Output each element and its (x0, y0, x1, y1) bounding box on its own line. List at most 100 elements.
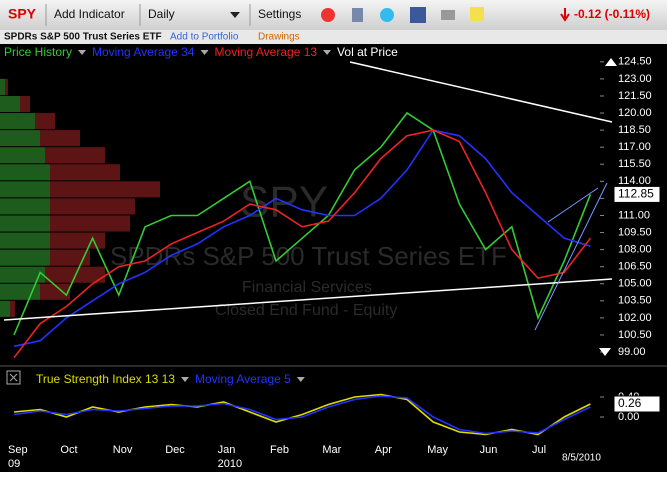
vap-down-bar (50, 164, 120, 181)
chart-area (0, 44, 667, 472)
legend-dropdown[interactable] (323, 50, 332, 55)
series-line (13, 111, 592, 336)
facebook-icon[interactable] (410, 7, 426, 23)
y-tick-label: 121.50 (618, 90, 652, 102)
price-panel: 99.00 100.50 102.00 103.50 105.00 106.50 108.0… (4, 45, 661, 359)
legend-dropdown[interactable] (180, 377, 189, 382)
vap-up-bar (0, 78, 5, 95)
vap-down-bar (50, 198, 135, 215)
legend-entry[interactable]: True Strength Index 13 13 (36, 372, 175, 386)
y-tick-label: 103.50 (618, 295, 652, 307)
trend-line (547, 187, 599, 223)
legend-dropdown[interactable] (78, 50, 87, 55)
subheader (0, 30, 667, 44)
legend-dropdown[interactable] (200, 50, 209, 55)
last-value-label: 112.85 (618, 187, 654, 201)
twitter-icon[interactable] (380, 8, 394, 22)
vap-down-bar (40, 283, 70, 300)
x-tick-label: Oct (60, 444, 77, 456)
add-indicator[interactable]: Add Indicator (54, 7, 125, 21)
y-tick-label: 0.00 (618, 411, 639, 423)
drawings[interactable]: Drawings (258, 32, 300, 43)
vap-up-bar (0, 181, 50, 198)
y-tick-label: 105.00 (618, 278, 652, 290)
note-icon[interactable] (470, 7, 484, 21)
vap-up-bar (0, 232, 50, 249)
settings[interactable]: Settings (258, 7, 301, 21)
vap-up-bar (0, 147, 45, 164)
x-tick-label: May (427, 444, 448, 456)
camera-icon[interactable] (441, 10, 455, 20)
alarm-icon[interactable] (321, 8, 335, 22)
down-arrow (560, 8, 570, 22)
y-tick-label: 115.50 (618, 158, 651, 170)
vap-up-bar (0, 300, 10, 317)
vap-down-bar (40, 130, 80, 147)
y-tick-label: 106.50 (618, 261, 652, 273)
vap-up-bar (0, 266, 45, 283)
date-stamp: 8/5/2010 (562, 453, 601, 464)
last-value-label: 0.26 (618, 396, 642, 410)
vap-up-bar (0, 198, 50, 215)
trend-line (349, 61, 613, 123)
legend-entry[interactable]: Moving Average 34 (92, 45, 195, 59)
vap-down-bar (50, 232, 105, 249)
legend-entry[interactable]: Price History (4, 45, 72, 59)
x-tick-label: Dec (165, 444, 185, 456)
vap-down-bar (50, 181, 160, 198)
x-tick-label: Nov (113, 444, 133, 456)
y-tick-label: 108.00 (618, 244, 652, 256)
x-tick-label: Apr (375, 444, 392, 456)
trend-line (3, 278, 613, 321)
db-icon[interactable] (352, 8, 363, 22)
dropdown-arrow[interactable] (230, 12, 240, 18)
vap-up-bar (0, 215, 50, 232)
vap-up-bar (0, 113, 35, 130)
legend-dropdown[interactable] (296, 377, 305, 382)
add-to-portfolio[interactable]: Add to Portfolio (170, 32, 239, 43)
price-change: -0.12 (-0.11%) (574, 7, 650, 21)
symbol[interactable]: SPY (8, 6, 37, 22)
close-panel[interactable] (6, 370, 21, 385)
vap-down-bar (5, 78, 8, 95)
instrument-name: SPDRs S&P 500 Trust Series ETF (4, 32, 162, 43)
y-tick-label: 124.50 (618, 56, 652, 68)
scroll-down[interactable] (599, 348, 611, 356)
y-tick-label: 120.00 (618, 107, 652, 119)
series-line (13, 129, 591, 348)
y-tick-label: 102.00 (618, 312, 652, 324)
y-tick-label: 123.00 (618, 73, 652, 85)
vap-up-bar (0, 164, 50, 181)
vap-down-bar (20, 95, 30, 113)
vap-down-bar (50, 249, 90, 266)
scroll-up[interactable] (605, 58, 617, 66)
x-year-label: 09 (8, 458, 20, 470)
x-tick-label: Jan (218, 444, 236, 456)
y-tick-label: 111.00 (618, 209, 650, 221)
watermark-name: SPDRs S&P 500 Trust Series ETF (110, 241, 507, 271)
close-icon[interactable] (9, 373, 18, 382)
vap-down-bar (10, 300, 15, 317)
y-tick-label: 117.00 (618, 141, 651, 153)
x-tick-label: Mar (322, 444, 341, 456)
vap-down-bar (35, 113, 55, 130)
y-tick-label: 99.00 (618, 346, 646, 358)
watermark-sector: Financial Services (242, 279, 372, 296)
legend-entry[interactable]: Vol at Price (337, 45, 398, 59)
trend-line (534, 182, 608, 331)
vap-up-bar (0, 95, 20, 113)
interval[interactable]: Daily (148, 7, 175, 21)
vap-down-bar (45, 147, 105, 164)
vap-up-bar (0, 130, 40, 147)
x-tick-label: Feb (270, 444, 289, 456)
vap-up-bar (0, 249, 50, 266)
legend-entry[interactable]: Moving Average 5 (195, 372, 291, 386)
last-value-box (613, 395, 661, 413)
x-tick-label: Jun (480, 444, 498, 456)
last-value-box (613, 185, 661, 203)
x-tick-label: Jul (532, 444, 546, 456)
x-year-label: 2010 (218, 458, 242, 470)
vap-down-bar (50, 215, 130, 232)
legend-entry[interactable]: Moving Average 13 (215, 45, 318, 59)
